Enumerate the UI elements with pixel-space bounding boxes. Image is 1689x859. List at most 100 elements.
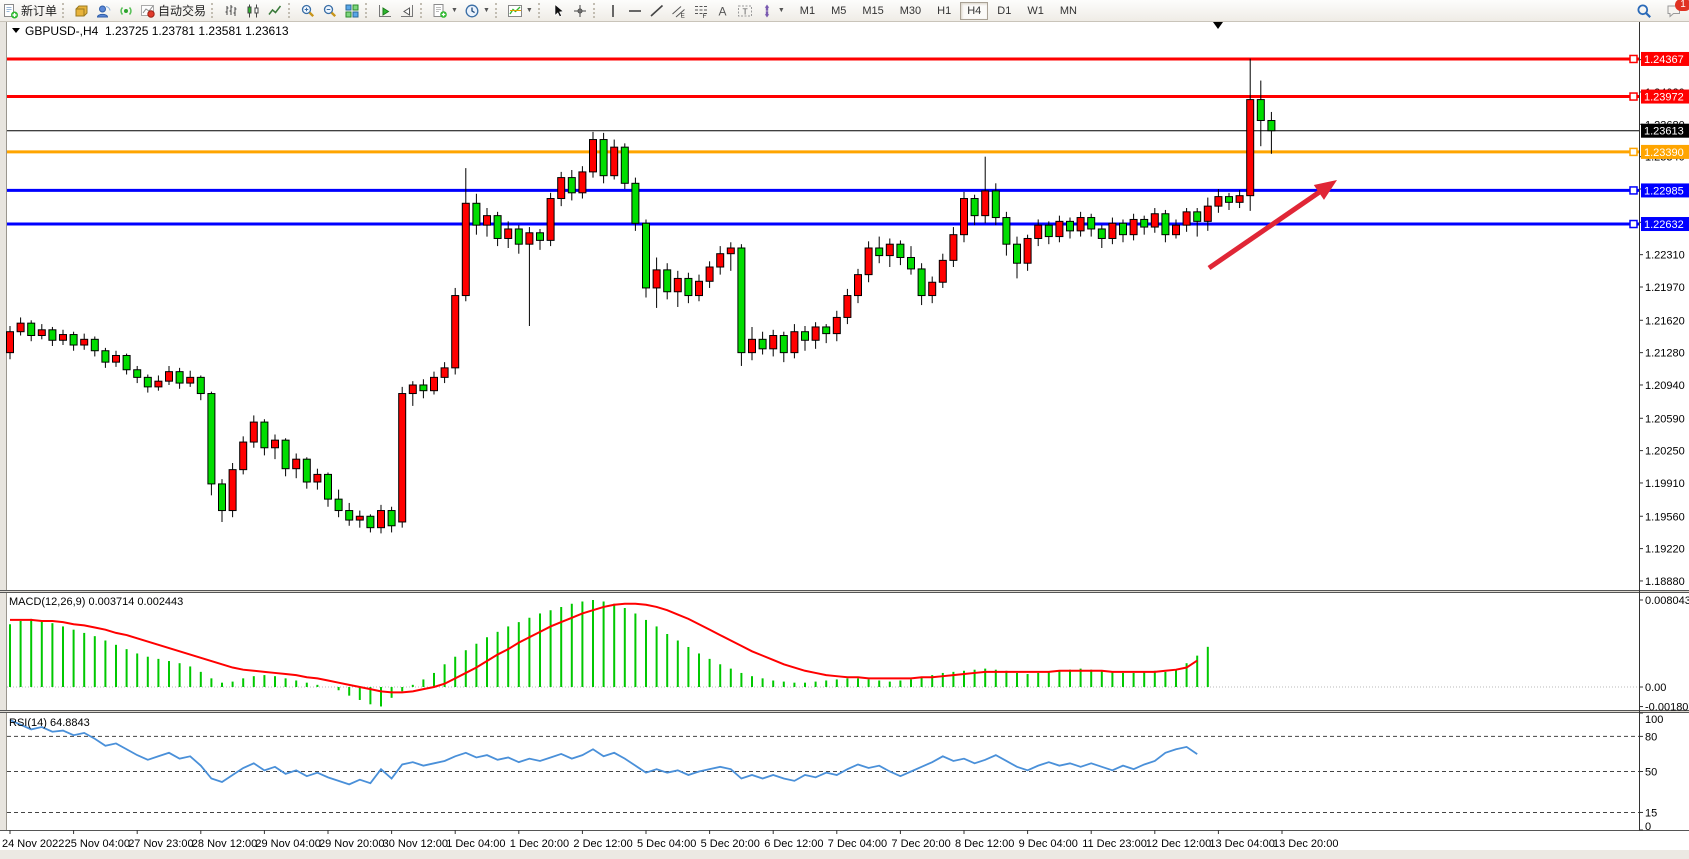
new-order-button[interactable]: 新订单	[0, 1, 60, 21]
macd-signal-line	[10, 602, 1198, 694]
trend-arrow-head[interactable]	[1313, 180, 1337, 200]
indicators-dropdown-icon[interactable]: ▼	[525, 7, 533, 14]
candle	[991, 183, 1000, 226]
candlestick-chart-button[interactable]	[242, 1, 264, 21]
crosshair-button[interactable]	[569, 1, 591, 21]
candle	[377, 504, 385, 534]
candle	[1150, 208, 1159, 233]
signals-button[interactable]	[115, 1, 137, 21]
vertical-line-button[interactable]	[602, 1, 624, 21]
auto-scroll-button[interactable]	[374, 1, 396, 21]
line-handle[interactable]	[1629, 219, 1638, 229]
price-tick-label: 1.20940	[1645, 380, 1685, 392]
candle	[228, 462, 237, 518]
candle	[1172, 219, 1180, 239]
line-handle[interactable]	[1629, 92, 1638, 101]
line-handle[interactable]	[1629, 147, 1638, 157]
candle	[249, 415, 258, 448]
date-label: 12 Dec 12:00	[1146, 838, 1211, 850]
trend-arrow-line[interactable]	[1207, 187, 1326, 271]
candle	[112, 350, 120, 367]
timeframe-d1-button[interactable]: D1	[997, 4, 1012, 17]
candle	[726, 242, 735, 271]
chart-shift-marker[interactable]	[1213, 22, 1223, 29]
price-level-badge: 1.24367	[1641, 51, 1689, 66]
fibonacci-icon: F	[694, 5, 707, 19]
bar-chart-button[interactable]	[220, 1, 242, 21]
period-clock-dropdown-icon[interactable]: ▼	[482, 7, 490, 14]
candle	[90, 336, 99, 357]
chart-shift-button[interactable]	[396, 1, 418, 21]
timeframe-m30-button[interactable]: M30	[899, 4, 922, 17]
price-level-badge: 1.23972	[1641, 89, 1689, 104]
equidistant-channel-icon: E	[672, 5, 685, 19]
candle	[133, 365, 142, 384]
candle	[1140, 215, 1149, 235]
panel-splitter[interactable]	[0, 710, 1689, 713]
candle	[578, 166, 587, 199]
timeframe-w1-button[interactable]: W1	[1027, 4, 1044, 17]
bottom-strip	[0, 850, 1689, 859]
text-label-button[interactable]: T	[734, 1, 756, 21]
period-clock-button[interactable]: ▼	[461, 1, 493, 21]
vertical-line-icon	[612, 4, 614, 17]
candle	[1013, 236, 1021, 279]
cursor-button[interactable]	[547, 1, 569, 21]
fibonacci-button[interactable]: F	[690, 1, 712, 21]
candle	[292, 453, 301, 479]
new-template-dropdown-icon[interactable]: ▼	[451, 7, 458, 14]
new-order-icon	[4, 3, 18, 18]
candle	[567, 169, 576, 201]
new-order-label: 新订单	[21, 4, 58, 18]
horizontal-line-button[interactable]	[624, 1, 646, 21]
tile-windows-button[interactable]	[341, 1, 363, 21]
candle	[695, 274, 703, 302]
timeframe-mn-button[interactable]: MN	[1059, 4, 1077, 17]
profiles-button[interactable]	[93, 1, 115, 21]
arrows-dropdown-icon[interactable]: ▼	[777, 7, 785, 14]
notifications-button[interactable]: 1	[1663, 0, 1689, 21]
price-tick-label: 1.20590	[1645, 413, 1685, 425]
timeframe-m1-button[interactable]: M1	[799, 4, 816, 17]
zoom-in-icon	[301, 4, 315, 17]
rsi-axis-label: 15	[1645, 807, 1657, 819]
candle	[981, 156, 990, 224]
svg-text:T: T	[742, 6, 747, 16]
candle	[271, 434, 279, 460]
indicators-icon	[507, 4, 522, 17]
auto-trading-button[interactable]: 自动交易	[137, 1, 209, 21]
indicators-button[interactable]: ▼	[504, 1, 536, 21]
new-template-button[interactable]: ▼	[429, 1, 461, 21]
timeframe-h1-button[interactable]: H1	[937, 4, 952, 17]
line-handle[interactable]	[1629, 54, 1638, 64]
equidistant-channel-button[interactable]: E	[668, 1, 690, 21]
candle	[483, 208, 491, 237]
timeframe-m5-button[interactable]: M5	[831, 4, 847, 17]
line-chart-button[interactable]	[264, 1, 286, 21]
profiles-icon	[97, 5, 111, 17]
price-level-badge: 1.22632	[1641, 217, 1689, 232]
trendline-button[interactable]	[646, 1, 668, 21]
candle	[1108, 217, 1117, 245]
rsi-line	[9, 719, 1198, 786]
toolbar-separator	[365, 3, 372, 18]
chart-title-marker[interactable]	[12, 28, 20, 33]
zoom-out-button[interactable]	[319, 1, 341, 21]
panel-splitter[interactable]	[0, 590, 1689, 593]
timeframe-m15-button[interactable]: M15	[862, 4, 884, 17]
timeframe-h4-button[interactable]: H4	[960, 1, 989, 20]
zoom-in-button[interactable]	[297, 1, 319, 21]
candle	[854, 268, 862, 304]
price-level-badge: 1.22985	[1641, 183, 1689, 198]
arrows-button[interactable]: ▼	[756, 1, 788, 21]
bar-chart-icon	[225, 4, 237, 16]
chart-window-button[interactable]	[71, 1, 93, 21]
candle	[1066, 217, 1074, 239]
toolbar-separator	[62, 3, 69, 18]
search-button[interactable]	[1633, 1, 1655, 21]
candle	[1119, 219, 1127, 243]
crosshair-icon	[573, 4, 586, 17]
line-handle[interactable]	[1629, 186, 1638, 195]
text-button[interactable]: A	[712, 1, 734, 21]
